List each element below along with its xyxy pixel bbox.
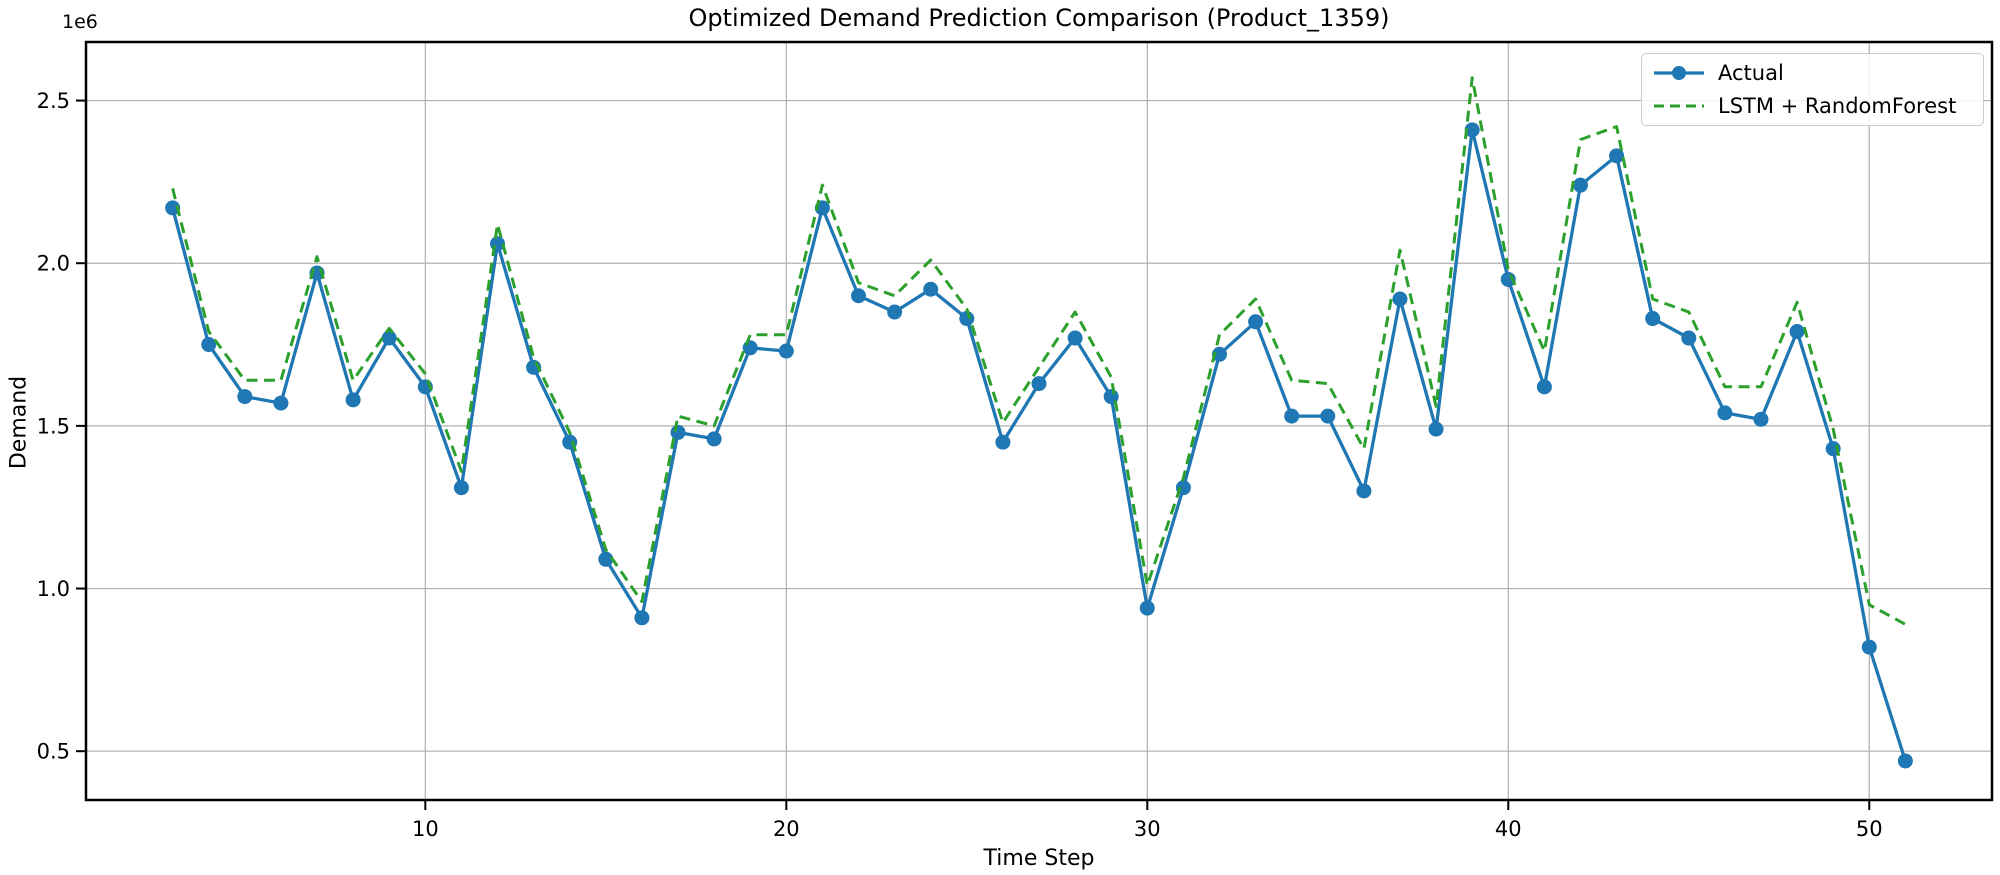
actual-data-point [887,304,903,320]
actual-data-point [1753,411,1769,427]
x-axis-label: Time Step [983,846,1095,871]
y-axis-label: Demand [6,375,32,470]
actual-data-point [670,424,686,440]
actual-data-point [1572,177,1588,193]
x-tick-label: 40 [1495,817,1522,841]
axes-frame [84,40,1994,802]
actual-data-point [1681,330,1697,346]
actual-data-point [1392,291,1408,307]
actual-data-point [1897,753,1913,769]
actual-data-point [634,610,650,626]
legend-item-actual: Actual [1652,56,1983,90]
actual-data-point [1031,376,1047,392]
actual-data-point [778,343,794,359]
actual-data-point [1067,330,1083,346]
y-tick-label: 2.0 [37,252,70,276]
actual-data-point [995,434,1011,450]
y-axis-offset-label: 1e6 [62,11,98,33]
legend-label-prediction: LSTM + RandomForest [1718,94,1957,119]
actual-data-point [345,392,361,408]
legend: Actual LSTM + RandomForest [1641,53,1984,126]
y-tick-label: 0.5 [37,740,70,764]
actual-data-point [1645,311,1661,327]
actual-data-point [1789,324,1805,340]
actual-data-point [1211,346,1227,362]
actual-data-point [1356,483,1372,499]
y-tick-label: 2.5 [37,89,70,113]
actual-data-point [453,480,469,496]
y-tick-label: 1.0 [37,577,70,601]
actual-data-point [1464,122,1480,138]
actual-data-point [1139,600,1155,616]
actual-data-point [742,340,758,356]
actual-data-point [165,200,181,216]
actual-data-point [1320,408,1336,424]
actual-data-point [1284,408,1300,424]
legend-label-actual: Actual [1718,60,1784,85]
actual-data-point [923,281,939,297]
actual-series-line [171,128,1907,762]
actual-data-point [273,395,289,411]
actual-data-point [851,288,867,304]
actual-data-point [598,551,614,567]
actual-data-point [237,389,253,405]
actual-data-point [1428,421,1444,437]
x-tick-label: 50 [1856,817,1883,841]
prediction-line-sample-icon [1654,104,1704,108]
actual-data-point [381,330,397,346]
actual-line-sample-icon [1654,65,1704,80]
y-tick-label: 1.5 [37,414,70,438]
actual-data-point [706,431,722,447]
x-tick-label: 20 [773,817,800,841]
x-tick-label: 10 [412,817,439,841]
actual-data-point [1861,639,1877,655]
legend-item-prediction: LSTM + RandomForest [1652,90,1983,124]
actual-data-point [1248,314,1264,330]
actual-data-point [201,337,217,353]
chart-title: Optimized Demand Prediction Comparison (… [688,4,1390,32]
actual-data-point [1536,379,1552,395]
actual-data-point [1609,148,1625,164]
prediction-series-line [171,76,1907,626]
actual-data-point [959,311,975,327]
x-tick-label: 30 [1134,817,1161,841]
actual-data-point [1717,405,1733,421]
